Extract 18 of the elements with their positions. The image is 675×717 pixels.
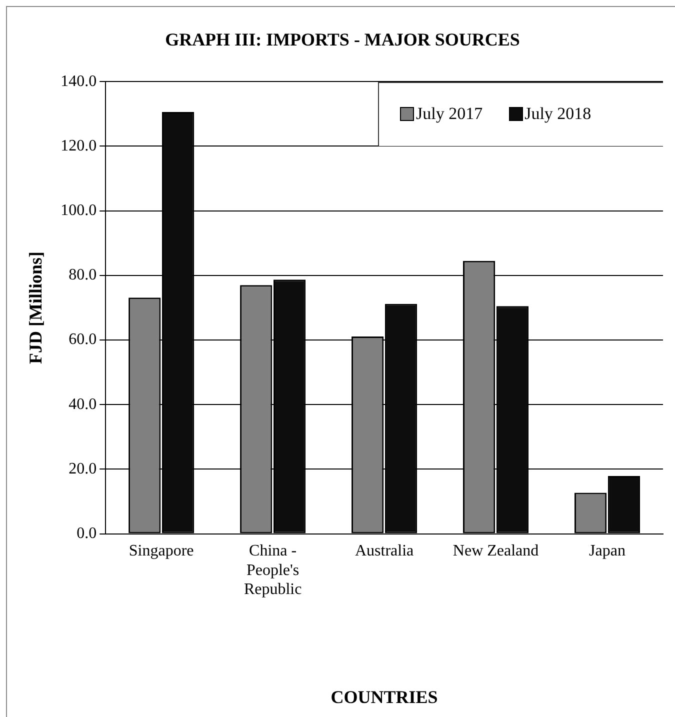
y-tick-label: 0.0: [76, 525, 97, 542]
y-tick-label: 60.0: [68, 331, 97, 348]
x-axis-title: COUNTRIES: [330, 686, 438, 707]
x-tick-label: New Zealand: [452, 542, 539, 560]
y-tick-label: 20.0: [68, 460, 97, 478]
x-tick-label: Australia: [354, 542, 414, 560]
x-tick-label: Japan: [589, 542, 626, 560]
x-tick-label: Singapore: [128, 542, 194, 560]
y-tick-label: 140.0: [60, 72, 97, 90]
legend-label: July 2017: [416, 104, 483, 124]
x-tick-label: China - People's Republic: [244, 542, 302, 598]
y-tick-label: 100.0: [60, 202, 97, 220]
y-tick-label: 120.0: [60, 137, 97, 154]
chart-title: GRAPH III: IMPORTS - MAJOR SOURCES: [165, 29, 520, 50]
legend-label: July 2018: [524, 104, 592, 124]
y-axis-title: FJD [Millions]: [25, 251, 46, 364]
y-tick-label: 80.0: [68, 266, 97, 284]
y-tick-label: 40.0: [68, 396, 97, 413]
